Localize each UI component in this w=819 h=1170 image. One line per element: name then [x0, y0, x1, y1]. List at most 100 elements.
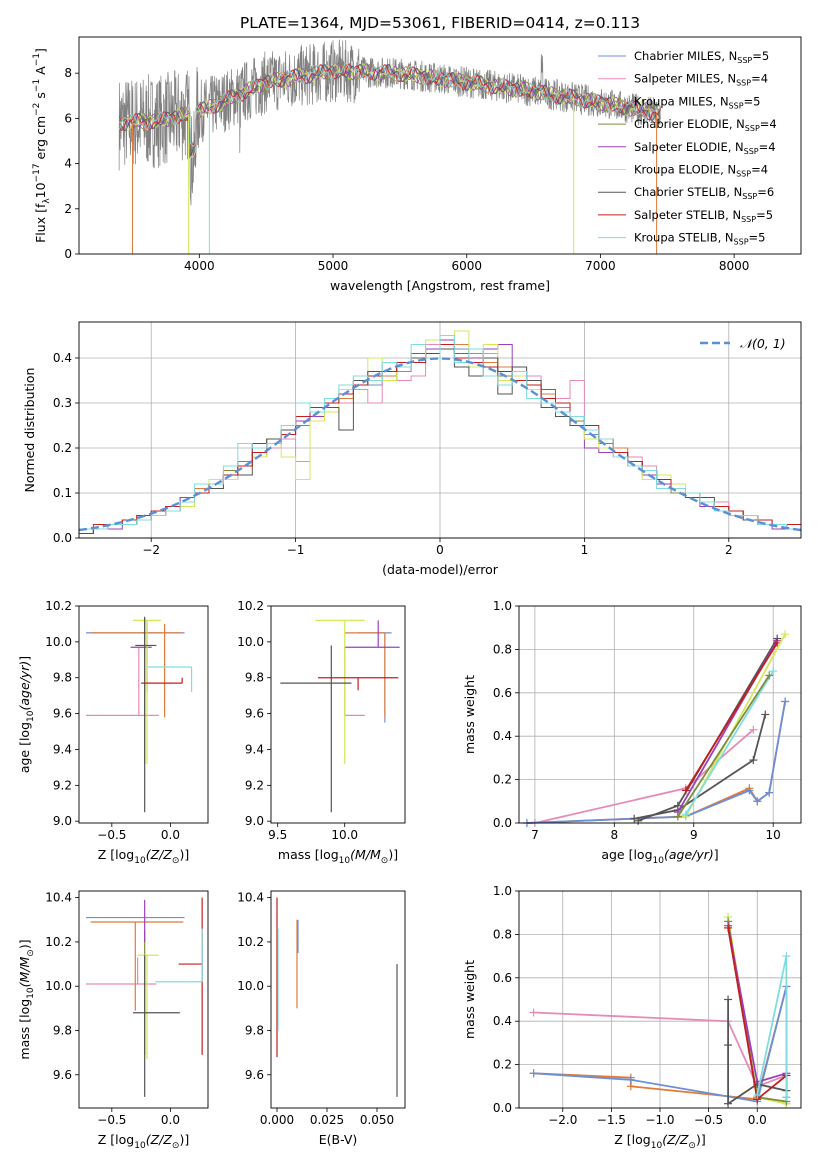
y-tick-label: 0.2 [493, 773, 512, 787]
y-tick-label: 9.4 [53, 742, 72, 756]
x-axis-label: age [log10(age/yr)] [601, 847, 718, 866]
legend-label: Chabrier MILES, NSSP=5 [634, 49, 769, 65]
x-axis-label: (data-model)/error [382, 562, 499, 577]
y-tick-label: 10.2 [237, 599, 264, 613]
y-tick-label: 9.8 [53, 671, 72, 685]
axes-frame [78, 605, 209, 824]
x-tick-label: 0.025 [310, 1113, 344, 1127]
weight-line-chabrier_miles [526, 701, 786, 824]
plot-area [118, 39, 662, 254]
y-tick-label: 0.3 [53, 396, 72, 410]
axes-frame [518, 605, 802, 824]
y-tick-label: 0.1 [53, 486, 72, 500]
y-tick-label: 0.4 [53, 351, 72, 365]
figure-title: PLATE=1364, MJD=53061, FIBERID=0414, z=0… [240, 14, 640, 32]
y-axis-label: Flux [fλ10−17 erg cm−2 s−1 A−1] [32, 48, 52, 243]
x-axis-label: mass [log10(M/M⊙)] [278, 847, 398, 866]
y-axis-label: mass weight [462, 960, 477, 1039]
y-tick-label: 9.4 [245, 742, 264, 756]
mass-weight-vs-metallicity-chart: −2.0 −1.5 −1.0 −0.5 0.0 0.0 0.2 0.4 0.6 0.8 1.0 Z [… [462, 884, 802, 1151]
y-axis-label: age [log10(age/yr)] [17, 656, 36, 773]
weight-line-chabrier_miles [533, 986, 788, 1103]
y-tick-label: 0 [64, 247, 72, 261]
model-spectrum-salpeter_elodie [118, 62, 661, 158]
y-tick-label: 9.6 [245, 1068, 264, 1082]
y-tick-label: 0.2 [493, 1058, 512, 1072]
legend-label: Chabrier STELIB, NSSP=6 [634, 185, 774, 201]
model-spectrum-kroupa_elodie [119, 63, 661, 158]
legend-label: Salpeter ELODIE, NSSP=4 [634, 140, 776, 156]
y-tick-label: 10.0 [45, 635, 72, 649]
y-tick-label: 0.8 [493, 642, 512, 656]
y-tick-label: 0.0 [493, 1101, 512, 1115]
legend-label: Kroupa ELODIE, NSSP=4 [634, 163, 768, 179]
x-tick-label: 5000 [318, 259, 349, 273]
y-axis-label: mass weight [462, 675, 477, 754]
x-tick-label: 8 [611, 828, 619, 842]
weight-line-salpeter_miles [534, 729, 754, 824]
x-tick-label: 9.5 [268, 828, 287, 842]
y-tick-label: 9.6 [53, 707, 72, 721]
x-tick-label: 1 [581, 543, 589, 557]
y-tick-label: 1.0 [493, 599, 512, 613]
legend-label: 𝒩(0, 1) [740, 336, 786, 351]
x-tick-label: −0.5 [694, 1113, 723, 1127]
y-tick-label: 0.2 [53, 441, 72, 455]
axes-frame [78, 36, 802, 255]
x-tick-label: 6000 [451, 259, 482, 273]
x-tick-label: 7 [531, 828, 539, 842]
legend-label: Salpeter STELIB, NSSP=5 [634, 208, 773, 224]
y-tick-label: 9.6 [53, 1068, 72, 1082]
x-tick-label: 8000 [719, 259, 750, 273]
x-tick-label: −2 [142, 543, 160, 557]
y-tick-label: 0.8 [493, 927, 512, 941]
x-tick-label: 0.0 [161, 828, 180, 842]
y-tick-label: 10.2 [237, 935, 264, 949]
y-tick-label: 1.0 [493, 884, 512, 898]
mass-vs-metallicity-chart: −0.5 0.0 9.6 9.8 10.0 10.2 10.4 Z [log10(Z/Z⊙)]… [17, 890, 209, 1151]
x-tick-label: 0.050 [360, 1113, 394, 1127]
y-tick-label: 2 [64, 202, 72, 216]
y-tick-label: 0.0 [53, 531, 72, 545]
y-tick-label: 0.4 [493, 1014, 512, 1028]
x-axis-label: Z [log10(Z/Z⊙)] [98, 847, 189, 866]
x-tick-label: 0 [436, 543, 444, 557]
x-axis-label: Z [log10(Z/Z⊙)] [98, 1132, 189, 1151]
y-tick-label: 9.6 [245, 707, 264, 721]
x-axis-label: Z [log10(Z/Z⊙)] [614, 1132, 705, 1151]
y-tick-label: 9.8 [53, 1024, 72, 1038]
y-tick-label: 9.0 [53, 814, 72, 828]
weight-line-salpeter_miles [533, 1011, 787, 1088]
x-tick-label: 10 [766, 828, 781, 842]
x-tick-label: −0.5 [97, 1113, 126, 1127]
y-tick-label: 0.6 [493, 971, 512, 985]
y-tick-label: 8 [64, 66, 72, 80]
x-axis-label: E(B-V) [319, 1132, 358, 1147]
axes-frame [518, 890, 802, 1109]
x-tick-label: 0.0 [161, 1113, 180, 1127]
axes-frame [270, 890, 406, 1109]
x-tick-label: 4000 [184, 259, 215, 273]
axes-frame [78, 890, 209, 1109]
spectrum-chart: 4000 5000 6000 7000 8000 0 2 4 6 8 wavelength [Ang… [32, 36, 802, 293]
x-axis-label: wavelength [Angstrom, rest frame] [330, 278, 550, 293]
weight-line-kroupa_stelib [756, 955, 788, 1098]
x-tick-label: 0.0 [748, 1113, 767, 1127]
y-tick-label: 10.2 [45, 599, 72, 613]
y-tick-label: 9.8 [245, 1024, 264, 1038]
y-tick-label: 9.2 [245, 778, 264, 792]
y-tick-label: 0.4 [493, 729, 512, 743]
y-tick-label: 9.0 [245, 814, 264, 828]
weight-line-salpeter_stelib [685, 642, 778, 791]
x-tick-label: −2.0 [548, 1113, 577, 1127]
y-axis-label: mass [log10(M/M⊙)] [17, 939, 36, 1059]
x-tick-label: 9 [690, 828, 698, 842]
y-tick-label: 10.0 [45, 979, 72, 993]
observed-spectrum [118, 39, 661, 206]
weight-line-chabrier_elodie [677, 674, 770, 817]
x-tick-label: 10.0 [331, 828, 358, 842]
x-tick-label: −0.5 [97, 828, 126, 842]
x-tick-label: −1.0 [645, 1113, 674, 1127]
y-tick-label: 10.0 [237, 635, 264, 649]
